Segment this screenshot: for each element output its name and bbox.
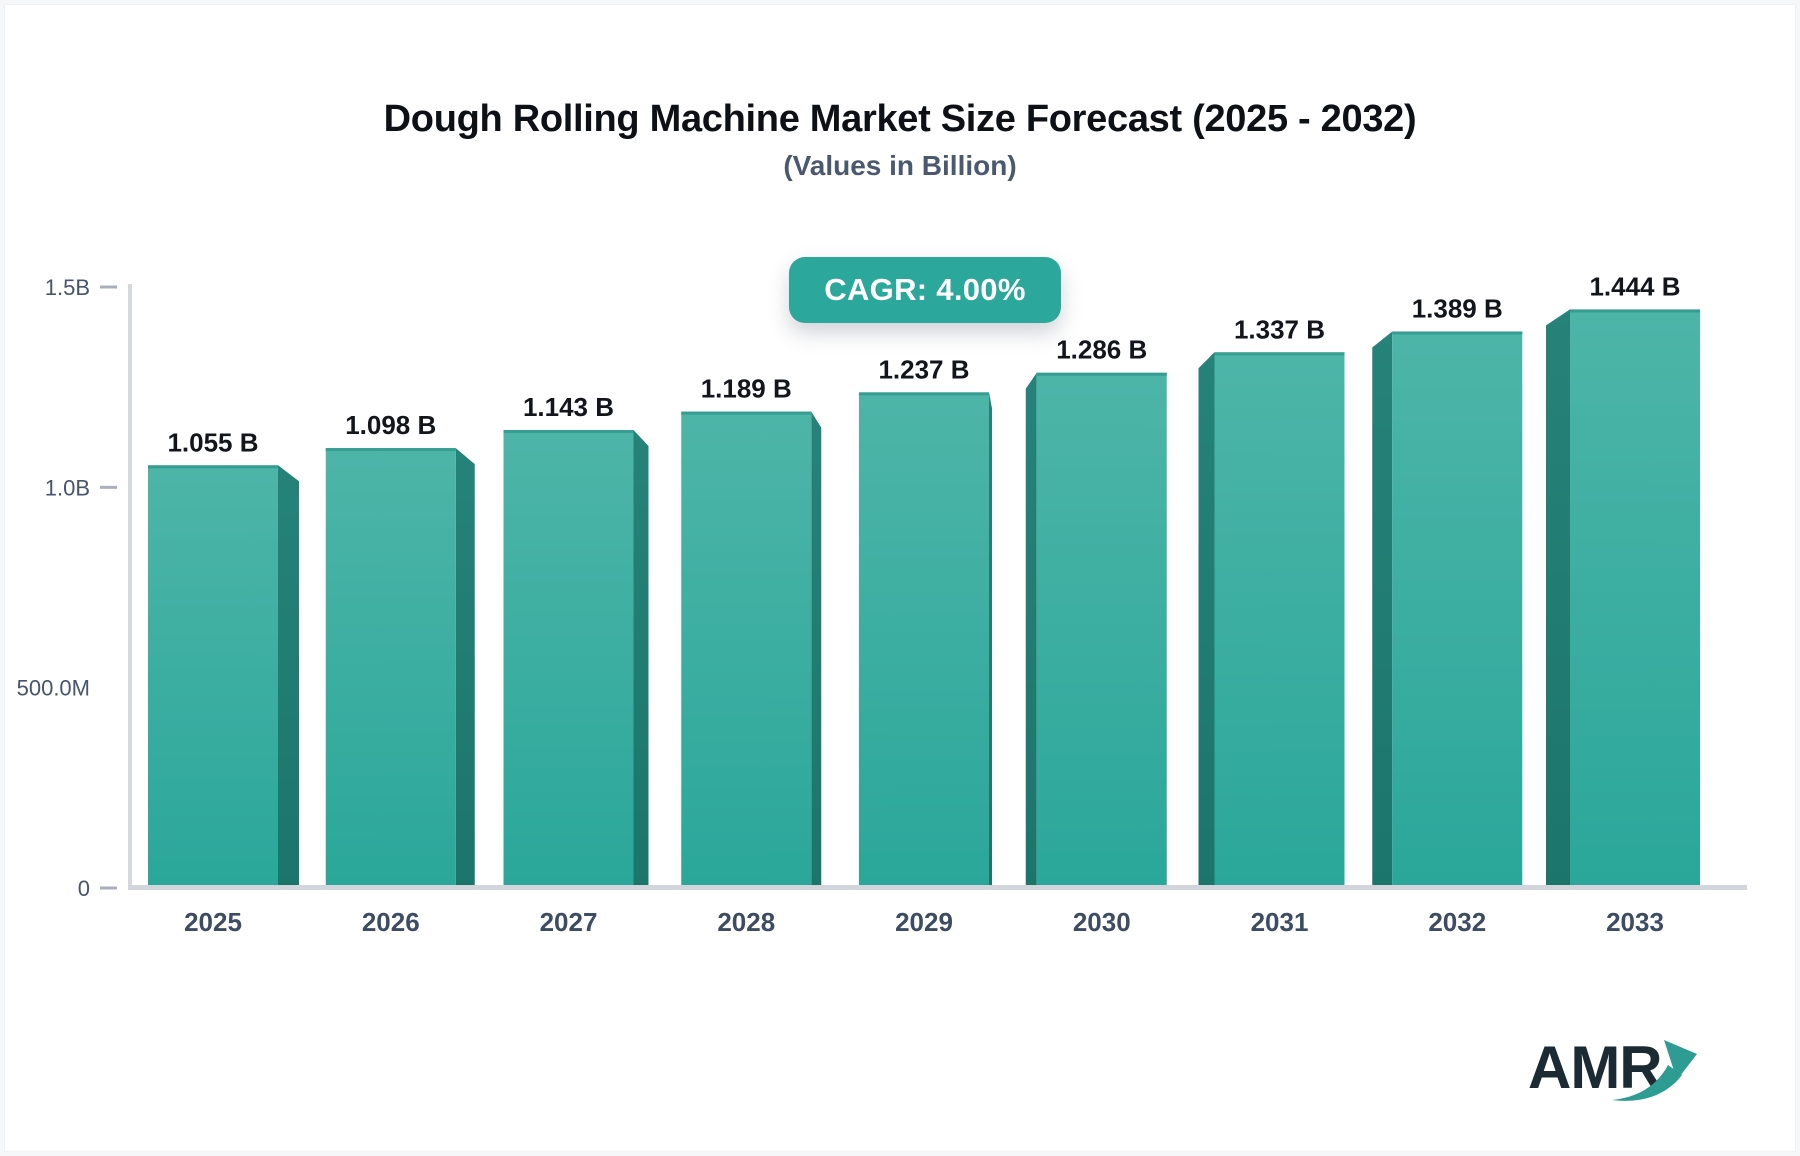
x-axis xyxy=(128,885,1747,890)
bar-side xyxy=(989,392,992,890)
bars xyxy=(148,309,1700,890)
bar-side xyxy=(1025,372,1037,890)
bar-value-label: 1.337 B xyxy=(1234,314,1325,344)
x-axis-label: 2026 xyxy=(362,907,420,937)
bar-group-2028 xyxy=(681,411,822,890)
bar-value-label: 1.389 B xyxy=(1412,293,1503,323)
bar-value-label: 1.444 B xyxy=(1589,271,1680,301)
bar-face xyxy=(503,430,634,890)
bar-face xyxy=(681,411,812,890)
bar-value-label: 1.189 B xyxy=(701,374,792,404)
bar-top-edge xyxy=(148,465,278,469)
chart-title: Dough Rolling Machine Market Size Foreca… xyxy=(383,98,1417,140)
bar-top-edge xyxy=(681,411,812,415)
bar-top-edge xyxy=(325,448,456,452)
bar-face xyxy=(1036,372,1167,890)
x-axis-label: 2032 xyxy=(1428,907,1486,937)
bar-face xyxy=(1570,309,1700,890)
bar-top-edge xyxy=(859,392,989,396)
x-axis-label: 2031 xyxy=(1251,907,1309,937)
y-axis-label: 1.5B xyxy=(45,275,90,300)
bar-value-label: 1.098 B xyxy=(345,410,436,440)
bar-value-label: 1.286 B xyxy=(1056,335,1147,365)
amr-logo-text: AMR xyxy=(1528,1034,1663,1101)
x-axis-line xyxy=(128,885,1747,890)
y-axis-label: 500.0M xyxy=(17,676,90,701)
bar-group-2030 xyxy=(1025,372,1167,890)
bar-value-label: 1.055 B xyxy=(167,427,258,457)
bar-top-edge xyxy=(1214,352,1345,356)
bar-group-2027 xyxy=(503,430,649,890)
bar-group-2025 xyxy=(148,465,299,890)
bar-face xyxy=(859,392,989,890)
bar-top-edge xyxy=(1570,309,1700,313)
bar-top-edge xyxy=(1036,372,1167,376)
x-axis-label: 2028 xyxy=(717,907,775,937)
y-axis: 1.5B 1.0B 500.0M 0 xyxy=(17,275,132,901)
bar-group-2031 xyxy=(1198,352,1345,890)
cagr-badge-label: CAGR: 4.00% xyxy=(824,272,1026,307)
y-axis-label: 0 xyxy=(78,876,90,901)
bar-group-2029 xyxy=(859,392,992,890)
bar-value-label: 1.237 B xyxy=(878,354,969,384)
bar-value-label: 1.143 B xyxy=(523,392,614,422)
bar-group-2032 xyxy=(1372,331,1523,890)
y-axis-label: 1.0B xyxy=(45,475,90,500)
bar-face xyxy=(148,465,278,890)
x-axis-label: 2030 xyxy=(1073,907,1131,937)
x-axis-label: 2025 xyxy=(184,907,242,937)
bar-group-2026 xyxy=(325,448,475,890)
bar-side xyxy=(811,411,822,890)
y-axis-line xyxy=(128,284,132,890)
bar-side xyxy=(1546,309,1570,890)
growth-arrow-icon xyxy=(1612,1040,1697,1101)
bar-group-2033 xyxy=(1546,309,1700,890)
x-axis-label: 2027 xyxy=(540,907,598,937)
bar-side xyxy=(633,430,649,890)
y-axis-tick xyxy=(100,485,117,489)
bar-face xyxy=(1392,331,1523,890)
y-axis-tick xyxy=(100,886,117,890)
chart-subtitle: (Values in Billion) xyxy=(783,150,1017,181)
y-axis-tick xyxy=(100,285,117,289)
bar-top-edge xyxy=(1392,331,1523,335)
cagr-badge: CAGR: 4.00% xyxy=(789,257,1061,323)
x-axis-label: 2029 xyxy=(895,907,953,937)
labels: 1.055 B 2025 1.098 B 2026 1.143 B 2027 1.189 B… xyxy=(167,271,1680,937)
x-axis-label: 2033 xyxy=(1606,907,1664,937)
bar-side xyxy=(278,465,299,890)
bar-face xyxy=(1214,352,1345,890)
bar-top-edge xyxy=(503,430,634,434)
amr-logo: AMR xyxy=(1528,1036,1728,1126)
bar-face xyxy=(325,448,456,890)
bar-side xyxy=(455,448,475,890)
bar-side xyxy=(1372,331,1393,890)
bar-side xyxy=(1198,352,1215,890)
